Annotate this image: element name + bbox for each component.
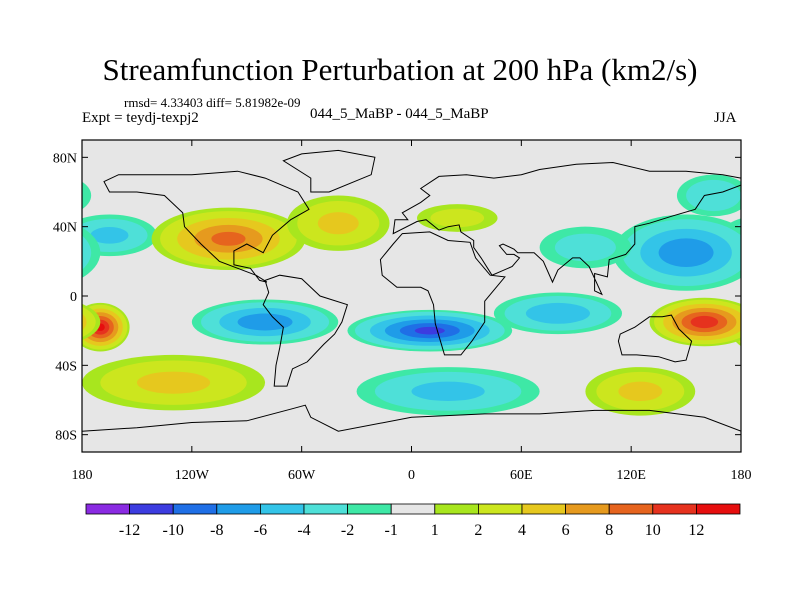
field-blob-level [749,227,787,244]
colorbar-label: 12 [688,522,704,539]
x-tick-label: 180 [72,468,93,483]
field-blob-level [82,313,87,331]
colorbar-label: -10 [163,522,184,539]
y-tick-label: 80S [55,429,77,444]
colorbar-swatch [347,503,392,515]
coastline [262,274,349,387]
field-blob-level [317,212,359,235]
coastline [282,149,376,193]
colorbar-label: 2 [474,522,482,539]
x-tick-label: 60W [288,468,316,483]
field-blob-level [27,180,82,211]
field-blob-level [82,235,92,270]
colorbar-label: -1 [385,522,398,539]
y-tick-label: 0 [70,290,77,305]
x-tick-label: 180 [731,468,752,483]
x-tick-label: 120E [616,468,646,483]
field-blob-level [136,371,211,394]
field-blob-level [686,179,741,212]
colorbar-swatch [652,503,697,515]
colorbar-swatch [608,503,654,515]
field-blob-level [750,320,768,335]
center-label: 044_5_MaBP - 044_5_MaBP [310,106,489,122]
colorbar-swatch [390,503,436,515]
field-blob-level [554,233,616,262]
field-blob-level [82,306,96,338]
colorbar-swatch [565,503,610,515]
field-blob-level [658,238,714,267]
field-layer [0,174,787,416]
field-blob-level [0,238,55,267]
field-blob-level [0,229,73,277]
colorbar-label: -6 [254,522,267,539]
colorbar-label: 10 [645,522,661,539]
x-tick-label: 120W [175,468,210,483]
field-blob-level [211,231,246,246]
colorbar-label: 1 [431,522,439,539]
colorbar-swatch [521,503,566,515]
coastline-layer [82,149,741,452]
field-blob-level [690,315,719,329]
colorbar [85,503,741,515]
field-blob-level [13,308,77,336]
field-blob-level [237,313,293,331]
colorbar-swatch [696,503,741,515]
colorbar-label: 6 [562,522,570,539]
coastline [82,404,741,452]
field-blob-level [82,181,92,210]
colorbar-swatch [172,503,218,515]
experiment-label: Expt = teydj-texpj2 [82,110,199,126]
coastline [392,161,741,296]
x-tick-label: 0 [408,468,415,483]
field-blob-level [525,302,590,324]
colorbar-label: 4 [518,522,526,539]
colorbar-label: -12 [119,522,140,539]
stats-label: rmsd= 4.33403 diff= 5.81982e-09 [124,95,301,110]
field-blob-level [618,381,663,402]
field-blob-level [741,312,777,342]
y-tick-label: 40N [53,221,77,236]
coastline [103,170,310,283]
season-label: JJA [714,110,737,126]
colorbar-labels: -12 -10 -8 -6 -4 -2 -1 1 2 4 6 8 10 12 [119,522,704,539]
field-blob-level [414,326,445,335]
y-tick-label: 80N [53,151,77,166]
colorbar-swatch [129,503,174,515]
field-blob-level [411,381,485,402]
colorbar-swatch [85,503,130,515]
colorbar-swatch [477,503,523,515]
field-blob-level [736,316,741,339]
colorbar-swatch [259,503,305,515]
colorbar-label: -2 [341,522,354,539]
colorbar-label: -8 [210,522,223,539]
colorbar-swatch [434,503,479,515]
coastline [379,231,506,356]
y-axis: 80N 40N 0 40S 80S [53,151,741,444]
coastline [617,314,693,363]
x-axis: 180 120W 60W 0 60E 120E 180 [72,140,752,483]
chart-title: Streamfunction Perturbation at 200 hPa (… [102,52,698,87]
field-blob-level [32,316,59,328]
field-blob-level [755,323,764,330]
colorbar-label: -4 [297,522,310,539]
x-tick-label: 60E [510,468,533,483]
field-blob-level [746,316,773,338]
field-blob-level [23,312,69,332]
colorbar-swatch [216,503,261,515]
colorbar-swatch [303,503,348,515]
field-blob-level [90,227,129,244]
colorbar-label: 8 [605,522,613,539]
y-tick-label: 40S [55,359,77,374]
field-blob-level [430,208,485,228]
